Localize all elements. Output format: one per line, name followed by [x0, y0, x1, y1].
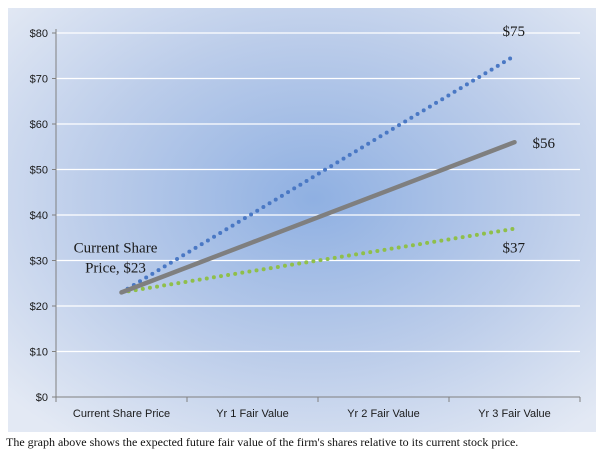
x-tick-label: Yr 1 Fair Value — [216, 408, 289, 420]
axes — [52, 29, 581, 402]
y-tick-label: $70 — [30, 74, 48, 86]
y-tick-label: $20 — [30, 301, 48, 313]
y-tick-label: $10 — [30, 347, 48, 359]
end-value-label: $56 — [533, 136, 556, 152]
labels: $0 $10 $20 $30 $40 $50 $60 $70 $80 Current Share … — [30, 24, 556, 420]
chart-frame: $0 $10 $20 $30 $40 $50 $60 $70 $80 Current Share … — [8, 8, 596, 432]
y-tick-label: $60 — [30, 119, 48, 131]
series-line-2 — [119, 139, 517, 295]
y-tick-label: $30 — [30, 256, 48, 268]
y-tick-label: $40 — [30, 210, 48, 222]
series-lines — [119, 53, 517, 295]
gridlines — [56, 32, 580, 353]
plot-background — [8, 8, 596, 432]
y-tick-label: $80 — [30, 28, 48, 40]
series-line-1 — [119, 53, 517, 295]
end-value-label: $37 — [503, 241, 526, 257]
current-price-annotation: Price, $23 — [85, 260, 146, 276]
current-price-annotation: Current Share — [74, 240, 158, 256]
end-value-label: $75 — [503, 24, 526, 40]
x-tick-label: Yr 2 Fair Value — [347, 408, 420, 420]
series-line-3 — [119, 226, 517, 295]
y-tick-label: $50 — [30, 165, 48, 177]
x-tick-label: Current Share Price — [73, 408, 170, 420]
line-chart: $0 $10 $20 $30 $40 $50 $60 $70 $80 Current Share … — [8, 8, 596, 432]
y-tick-label: $0 — [36, 392, 48, 404]
x-tick-label: Yr 3 Fair Value — [478, 408, 551, 420]
chart-caption: The graph above shows the expected futur… — [6, 435, 519, 449]
